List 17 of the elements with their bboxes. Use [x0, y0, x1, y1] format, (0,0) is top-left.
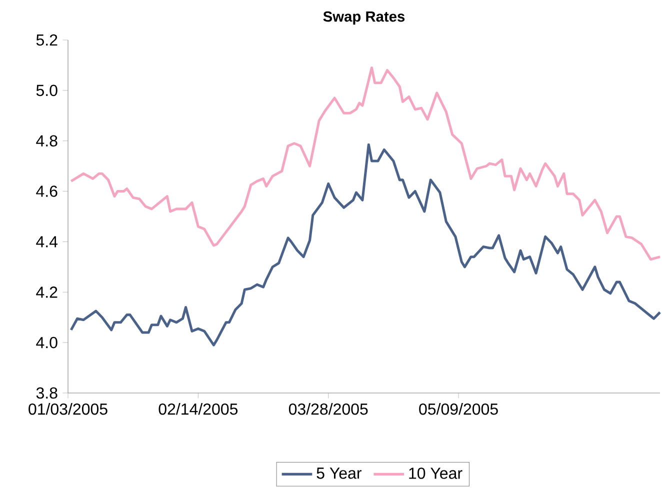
- y-tick-label: 4.6: [36, 186, 58, 197]
- y-tick-label: 4.0: [36, 336, 58, 348]
- line-series: [70, 143, 662, 346]
- x-tick-label: 05/09/2005: [419, 403, 498, 415]
- y-tick-label: 5.2: [36, 34, 58, 46]
- chart-title: Swap Rates: [323, 11, 405, 25]
- y-tick-label: 4.8: [36, 135, 58, 147]
- legend-label: 10 Year: [409, 468, 462, 479]
- x-tick-label: 02/14/2005: [158, 403, 238, 415]
- legend-label: 5 Year: [316, 468, 362, 479]
- line-series: [70, 66, 662, 261]
- y-tick-label: 3.8: [36, 387, 58, 399]
- y-tick-label: 4.2: [36, 286, 58, 298]
- y-tick-label: 4.4: [36, 236, 58, 248]
- y-tick-label: 5.0: [36, 84, 58, 96]
- x-tick-label: 03/28/2005: [288, 403, 368, 415]
- x-tick-label: 01/03/2005: [28, 403, 108, 415]
